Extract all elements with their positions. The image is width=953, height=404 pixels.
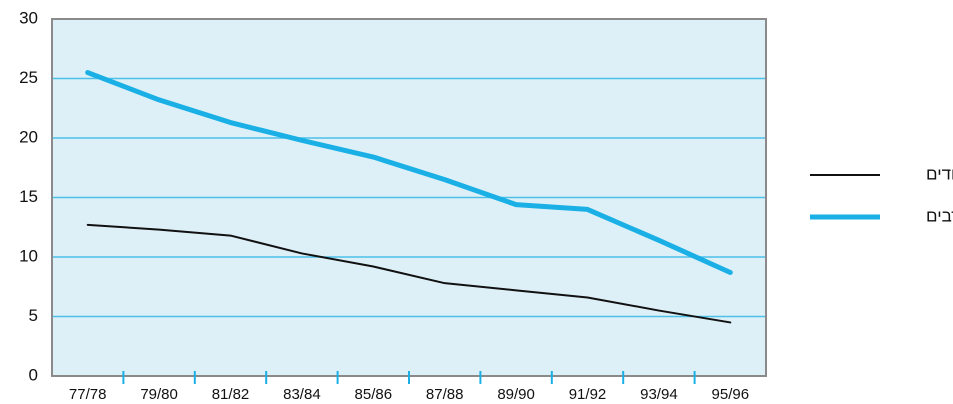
y-tick-label: 25 [19,68,38,87]
x-tick-label: 91/92 [569,386,607,403]
x-tick-label: 95/96 [712,386,750,403]
y-tick-label: 0 [29,365,38,384]
x-tick-label: 89/90 [497,386,535,403]
legend-label: ערבים [926,206,953,225]
series-line [85,70,733,275]
y-tick-label: 5 [29,306,38,325]
x-tick-label: 85/86 [355,386,393,403]
x-tick-label: 79/80 [140,386,178,403]
x-tick-label: 83/84 [283,386,321,403]
x-tick-label: 77/78 [69,386,107,403]
series-line [86,223,732,324]
y-tick-label: 15 [19,187,38,206]
y-tick-label: 20 [19,127,38,146]
x-tick-label: 87/88 [426,386,464,403]
legend-label: יהודים [926,164,953,183]
y-tick-label: 10 [19,246,38,265]
y-tick-label: 30 [19,8,38,27]
x-tick-label: 81/82 [212,386,250,403]
x-tick-label: 93/94 [640,386,678,403]
